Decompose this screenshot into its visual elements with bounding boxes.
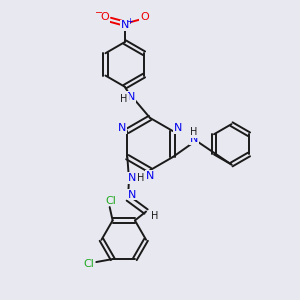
Text: H: H	[137, 173, 144, 183]
Text: +: +	[127, 17, 134, 26]
Text: Cl: Cl	[83, 259, 94, 269]
Text: Cl: Cl	[106, 196, 117, 206]
Text: −: −	[95, 8, 103, 18]
Text: N: N	[127, 92, 136, 102]
Text: N: N	[174, 123, 182, 133]
Text: H: H	[151, 211, 159, 221]
Text: N: N	[128, 190, 136, 200]
Text: O: O	[140, 12, 149, 22]
Text: N: N	[146, 171, 154, 181]
Text: H: H	[190, 127, 198, 137]
Text: N: N	[190, 134, 198, 144]
Text: H: H	[121, 94, 128, 103]
Text: N: N	[128, 173, 136, 183]
Text: O: O	[101, 12, 110, 22]
Text: N: N	[121, 20, 129, 31]
Text: N: N	[118, 123, 126, 133]
